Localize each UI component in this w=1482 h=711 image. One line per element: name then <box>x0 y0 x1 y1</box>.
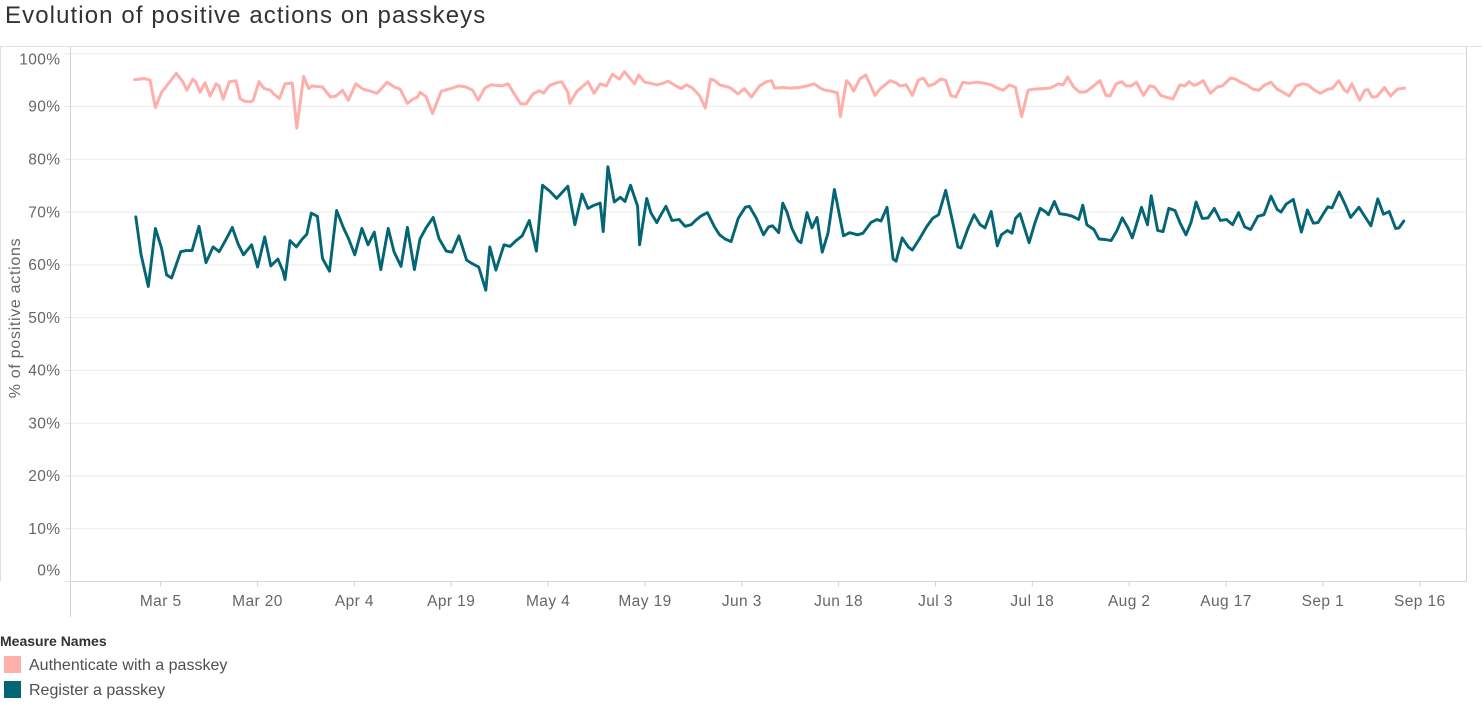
svg-text:70%: 70% <box>28 204 60 221</box>
svg-text:Jun 18: Jun 18 <box>814 593 863 610</box>
svg-text:% of positive actions: % of positive actions <box>7 238 24 399</box>
svg-text:Jun 3: Jun 3 <box>722 593 762 610</box>
svg-text:Aug 2: Aug 2 <box>1108 593 1151 610</box>
svg-text:Jul 18: Jul 18 <box>1010 593 1054 610</box>
svg-text:90%: 90% <box>28 99 60 116</box>
svg-text:May 19: May 19 <box>618 593 671 610</box>
svg-text:100%: 100% <box>19 52 60 69</box>
svg-text:Jul 3: Jul 3 <box>918 593 953 610</box>
svg-text:May 4: May 4 <box>526 593 570 610</box>
svg-text:20%: 20% <box>28 468 60 485</box>
svg-text:50%: 50% <box>28 310 60 327</box>
svg-text:30%: 30% <box>28 415 60 432</box>
svg-text:Sep 16: Sep 16 <box>1394 593 1446 610</box>
svg-text:Aug 17: Aug 17 <box>1200 593 1252 610</box>
svg-text:Apr 19: Apr 19 <box>427 593 475 610</box>
svg-text:60%: 60% <box>28 257 60 274</box>
svg-text:Apr 4: Apr 4 <box>335 593 374 610</box>
svg-text:Sep 1: Sep 1 <box>1302 593 1345 610</box>
svg-text:10%: 10% <box>28 521 60 538</box>
svg-text:80%: 80% <box>28 152 60 169</box>
svg-text:Mar 20: Mar 20 <box>232 593 283 610</box>
svg-text:0%: 0% <box>37 562 60 579</box>
svg-text:40%: 40% <box>28 363 60 380</box>
svg-text:Mar 5: Mar 5 <box>140 593 182 610</box>
